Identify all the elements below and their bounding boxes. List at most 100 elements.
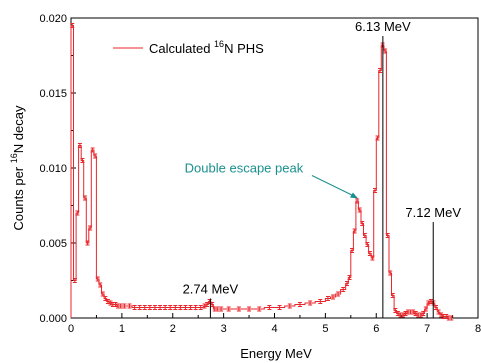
- annotations: 6.13 MeV 7.12 MeV 2.74 MeV Double escape pe…: [183, 19, 461, 318]
- data-point: [308, 300, 313, 306]
- x-tick-label: 2: [170, 323, 176, 335]
- x-tick-label: 1: [119, 323, 125, 335]
- data-point: [297, 302, 302, 307]
- data-point: [423, 306, 428, 312]
- x-tick-label: 4: [271, 323, 277, 335]
- data-point: [219, 306, 224, 312]
- data-point: [395, 311, 400, 316]
- data-point: [375, 135, 380, 141]
- data-point: [193, 305, 198, 310]
- y-tick-label: 0.020: [39, 13, 67, 25]
- legend: Calculated 16N PHS: [113, 39, 264, 56]
- x-tick-label: 0: [68, 323, 74, 335]
- data-point: [88, 225, 93, 231]
- legend-label: Calculated 16N PHS: [149, 39, 264, 56]
- data-point: [347, 275, 352, 280]
- annotation-label: 2.74 MeV: [183, 282, 239, 297]
- data-point: [77, 143, 82, 148]
- data-point: [428, 299, 433, 304]
- data-point: [122, 303, 127, 309]
- data-point: [198, 305, 203, 310]
- data-point: [226, 306, 231, 312]
- data-point: [183, 305, 188, 310]
- data-point: [137, 305, 142, 310]
- data-point: [331, 294, 336, 300]
- data-point: [132, 305, 137, 310]
- data-point: [152, 305, 157, 310]
- data-point: [372, 188, 377, 193]
- data-point: [370, 255, 375, 261]
- y-tick-label: 0.005: [39, 238, 67, 250]
- data-point: [362, 233, 367, 238]
- y-tick-label: 0.000: [39, 313, 67, 325]
- axis-ticks: 0 1 2 3 4 5 6 7 8 0.000 0.005 0.010 0.015 0.020: [39, 13, 481, 335]
- x-tick-label: 5: [322, 323, 328, 335]
- data-point: [72, 278, 77, 283]
- data-point: [215, 306, 220, 312]
- data-point: [236, 306, 241, 312]
- data-point: [257, 306, 262, 312]
- series-line: [70, 25, 453, 319]
- data-point: [352, 228, 357, 234]
- data-point: [400, 312, 405, 318]
- data-point: [207, 299, 212, 304]
- data-point: [357, 207, 362, 213]
- data-point: [98, 282, 103, 288]
- data-point: [168, 305, 173, 310]
- data-point: [383, 48, 388, 54]
- data-point: [202, 303, 207, 309]
- data-point: [365, 242, 370, 247]
- data-point: [205, 302, 210, 307]
- data-point: [393, 308, 398, 313]
- data-point: [325, 296, 330, 301]
- data-point: [413, 311, 418, 316]
- x-tick-label: 7: [424, 323, 430, 335]
- data-point: [350, 248, 355, 253]
- data-point: [158, 305, 163, 310]
- data-point: [82, 195, 87, 201]
- annotation-label: Double escape peak: [185, 161, 304, 176]
- data-point: [142, 305, 147, 310]
- data-point: [439, 312, 444, 318]
- data-point: [426, 300, 431, 306]
- data-point: [344, 281, 349, 286]
- data-point: [436, 309, 441, 315]
- data-point: [127, 303, 132, 309]
- data-point: [95, 276, 100, 282]
- data-point: [178, 305, 183, 310]
- data-point: [385, 233, 390, 238]
- data-point: [267, 305, 272, 310]
- data-point: [287, 303, 292, 309]
- data-point: [390, 293, 395, 298]
- data-point: [113, 302, 118, 307]
- data-point: [355, 198, 360, 204]
- data-point: [341, 287, 346, 292]
- data-point: [163, 305, 168, 310]
- data-point: [388, 270, 393, 276]
- x-axis-title: Energy MeV: [240, 346, 312, 361]
- y-tick-label: 0.015: [39, 88, 67, 100]
- data-point: [90, 147, 95, 153]
- annotation-label: 6.13 MeV: [355, 19, 411, 34]
- data-point: [403, 311, 408, 316]
- x-tick-label: 8: [475, 323, 481, 335]
- data-point: [360, 221, 365, 226]
- data-point: [108, 300, 113, 306]
- x-tick-label: 3: [221, 323, 227, 335]
- data-point: [93, 153, 98, 159]
- data-point: [449, 315, 454, 321]
- data-point: [444, 314, 449, 319]
- data-point: [418, 312, 423, 318]
- data-point: [80, 158, 85, 163]
- data-point: [85, 240, 90, 246]
- data-point: [277, 305, 282, 310]
- data-point: [247, 306, 252, 312]
- data-point: [75, 210, 80, 216]
- data-point: [105, 299, 110, 304]
- x-tick-label: 6: [373, 323, 379, 335]
- data-point: [147, 305, 152, 310]
- data-point: [318, 299, 323, 304]
- y-axis-title: Counts per 16N decay: [9, 105, 26, 230]
- data-point: [103, 296, 108, 301]
